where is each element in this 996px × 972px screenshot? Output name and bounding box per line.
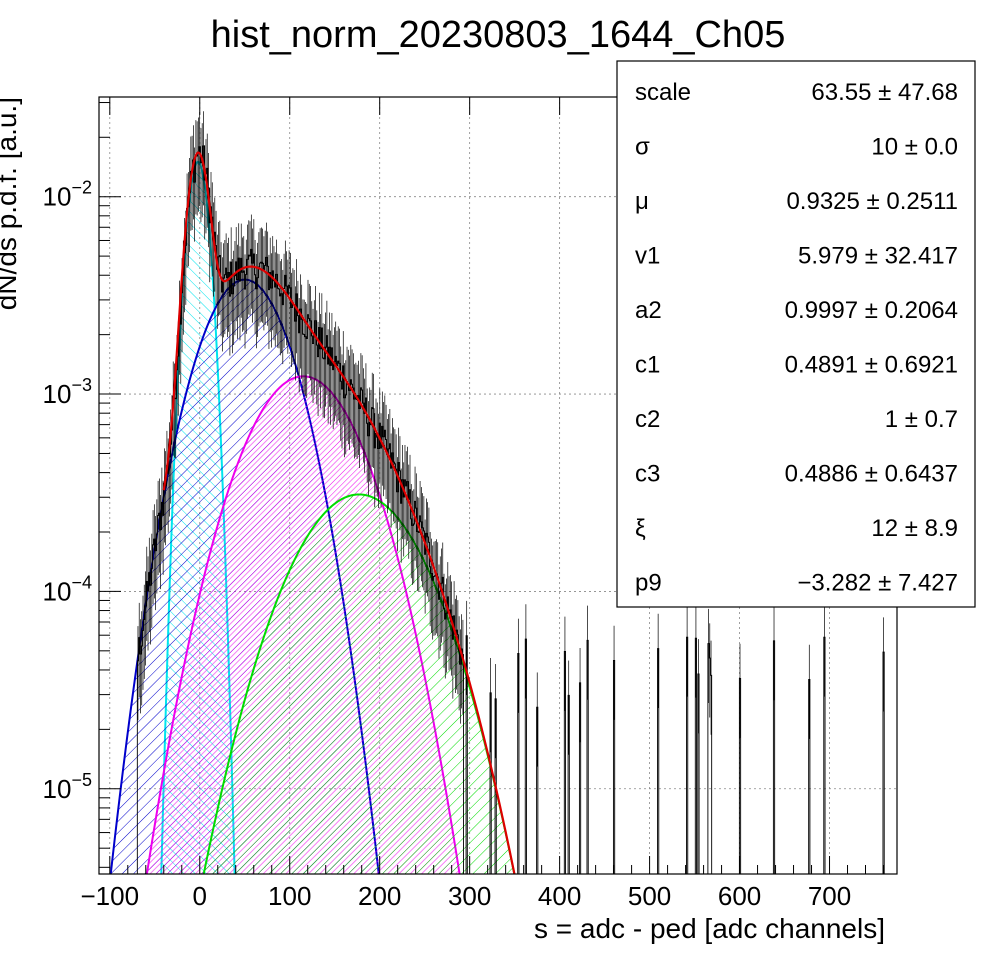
stats-row-name: c3 bbox=[635, 461, 660, 488]
stats-row-value: 63.55 ± 47.68 bbox=[811, 79, 958, 106]
histogram bbox=[136, 111, 885, 874]
chart-title: hist_norm_20230803_1644_Ch05 bbox=[211, 14, 786, 56]
x-tick-label: 500 bbox=[628, 881, 671, 911]
y-tick-label: 10−5 bbox=[43, 770, 92, 804]
stats-row-value: 0.9997 ± 0.2064 bbox=[785, 297, 958, 324]
y-axis: 10−5 10−4 10−3 10−2 bbox=[43, 102, 121, 868]
x-tick-label: 700 bbox=[808, 881, 851, 911]
total-fit bbox=[162, 151, 516, 874]
y-tick-label: 10−2 bbox=[43, 178, 92, 212]
y-tick-label: 10−4 bbox=[43, 572, 92, 606]
stats-row-name: v1 bbox=[635, 243, 660, 270]
histogram-line bbox=[136, 145, 885, 874]
stats-row-name: c1 bbox=[635, 352, 660, 379]
stats-row-value: 0.4891 ± 0.6921 bbox=[785, 352, 958, 379]
x-tick-label: 600 bbox=[718, 881, 761, 911]
y-tick-label: 10−3 bbox=[43, 375, 92, 409]
stats-row-value: 12 ± 8.9 bbox=[871, 515, 958, 542]
stats-row-value: 5.979 ± 32.417 bbox=[798, 243, 958, 270]
y-axis-label: dN/ds p.d.f. [a.u.] bbox=[0, 97, 22, 310]
three-pe-component-fill bbox=[203, 494, 515, 874]
stats-row-name: ξ bbox=[635, 515, 646, 542]
stats-row-value: 10 ± 0.0 bbox=[871, 134, 958, 161]
x-tick-label: 400 bbox=[538, 881, 581, 911]
total-fit-curve bbox=[162, 151, 516, 874]
x-axis-label: s = adc - ped [adc channels] bbox=[534, 913, 885, 944]
x-axis: −100 0 100 200 300 400 500 600 700 bbox=[81, 97, 885, 911]
stats-box: scale 63.55 ± 47.68 σ 10 ± 0.0 μ 0.9325 ± 0.2… bbox=[616, 60, 976, 608]
fit-components bbox=[109, 160, 516, 874]
stats-row-value: 1 ± 0.7 bbox=[885, 406, 958, 433]
x-tick-label: 300 bbox=[448, 881, 491, 911]
stats-row-name: scale bbox=[635, 79, 691, 106]
stats-row-value: 0.4886 ± 0.6437 bbox=[785, 461, 958, 488]
x-tick-label: 100 bbox=[268, 881, 311, 911]
stats-row-name: c2 bbox=[635, 406, 660, 433]
x-tick-label: 200 bbox=[358, 881, 401, 911]
stats-row-name: p9 bbox=[635, 570, 662, 597]
stats-row-name: μ bbox=[635, 188, 649, 215]
stats-row-name: a2 bbox=[635, 297, 662, 324]
stats-row-name: σ bbox=[635, 134, 650, 161]
x-tick-label: 0 bbox=[193, 881, 207, 911]
x-tick-label: −100 bbox=[81, 881, 140, 911]
stats-row-value: 0.9325 ± 0.2511 bbox=[786, 188, 958, 215]
stats-row-value: −3.282 ± 7.427 bbox=[797, 570, 958, 597]
